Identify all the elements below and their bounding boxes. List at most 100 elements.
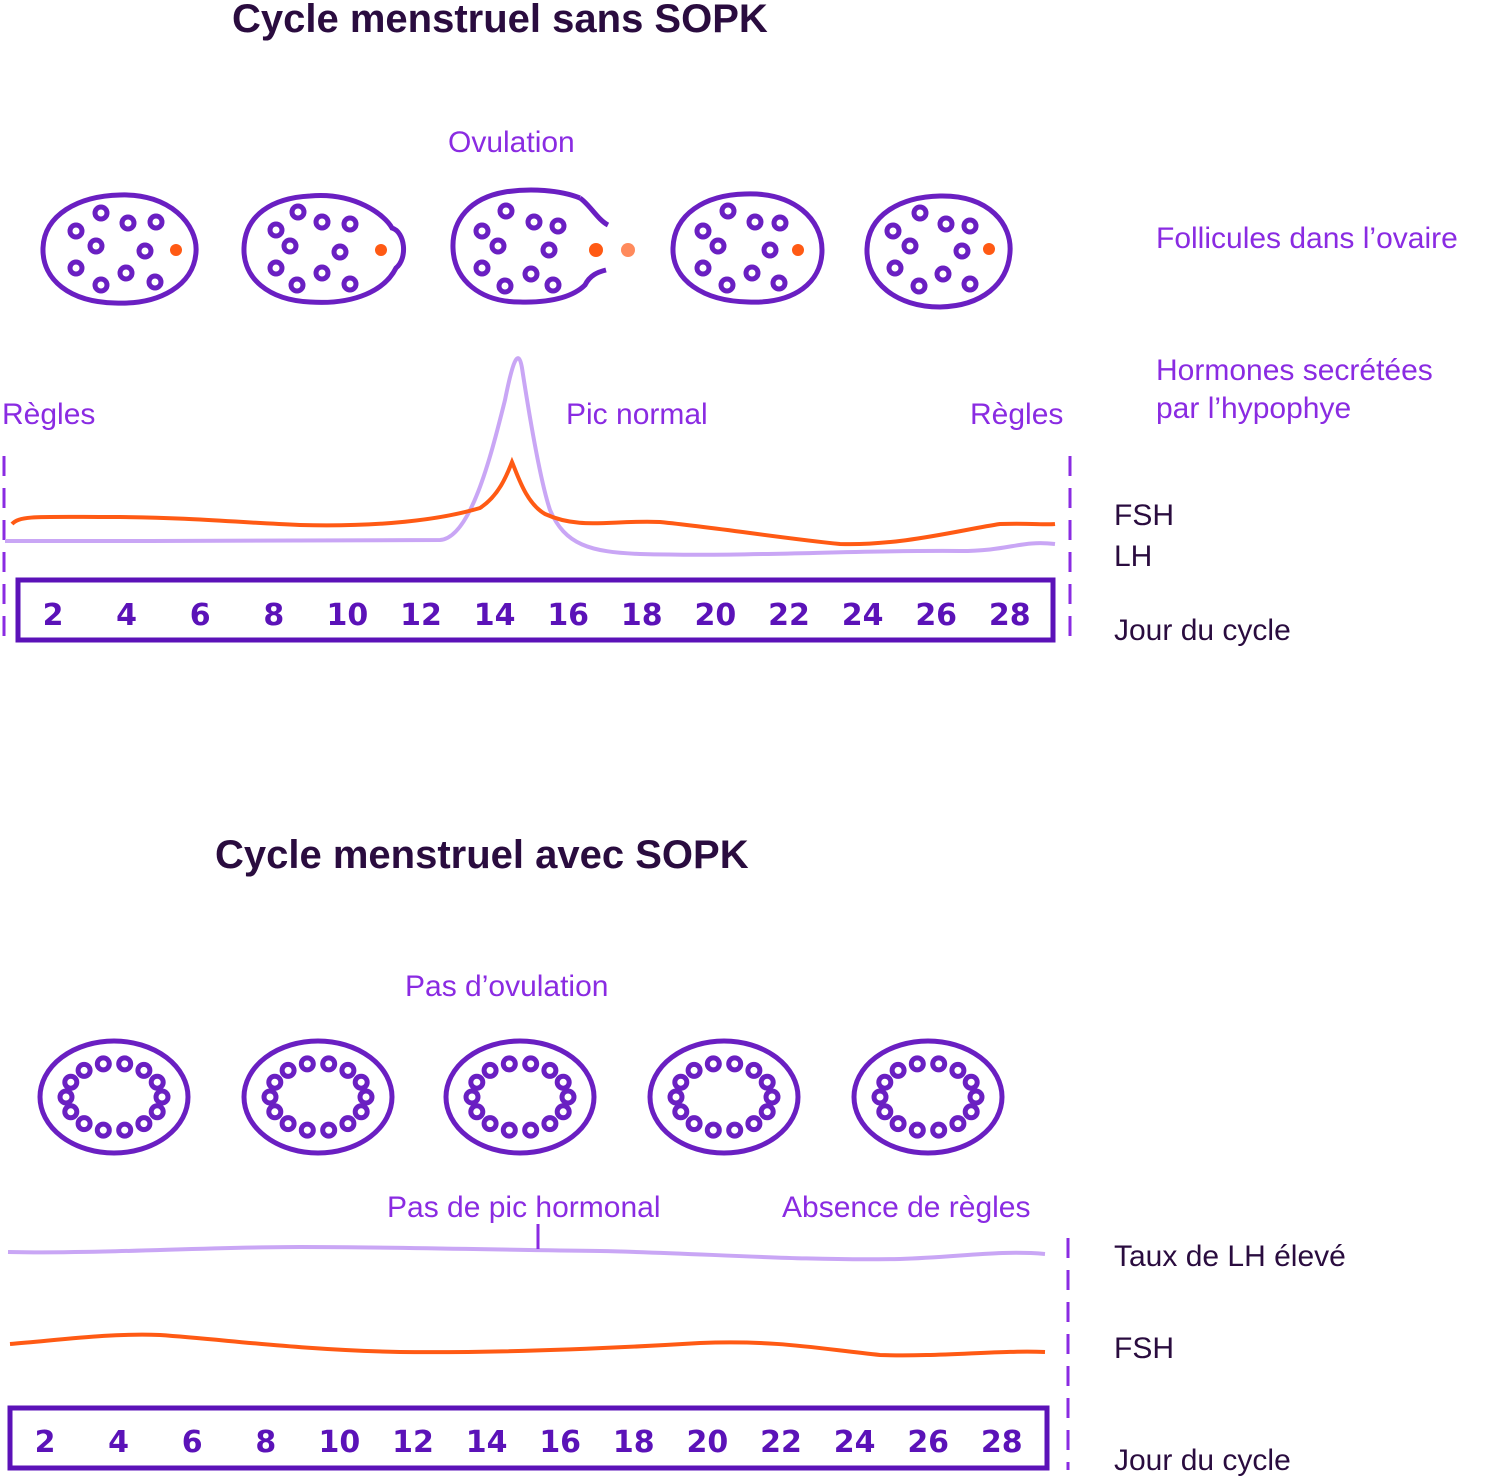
pcos-follicle: [726, 1121, 744, 1139]
pcos-follicle: [559, 1088, 577, 1106]
lh-high-label: Taux de LH élevé: [1114, 1240, 1346, 1273]
hormones-label-line1: Hormones secrétées: [1156, 354, 1433, 387]
pcos-follicle: [949, 1115, 967, 1133]
ovary-1: [40, 192, 199, 306]
top-day-24: 24: [842, 598, 884, 633]
pcos-follicle: [541, 1115, 559, 1133]
bottom-ovaries: [37, 1038, 1005, 1156]
pcos-follicle: [962, 1103, 980, 1121]
absence-regles-label: Absence de règles: [782, 1191, 1031, 1224]
pcos-ovary-2: [241, 1038, 395, 1156]
hormones-label-line2: par l’hypophye: [1156, 392, 1351, 425]
pcos-follicle: [962, 1073, 980, 1091]
bottom-day-labels: 2 4 6 8 10 12 14 16 18 20 22 24 26 28: [35, 1425, 1023, 1460]
pcos-follicle: [148, 1073, 166, 1091]
bottom-day-6: 6: [182, 1425, 203, 1460]
bottom-title: Cycle menstruel avec SOPK: [215, 833, 749, 877]
pcos-follicle: [522, 1055, 540, 1073]
bottom-day-14: 14: [466, 1425, 508, 1460]
lh-label: LH: [1114, 540, 1152, 573]
ovary-2: [241, 193, 406, 305]
top-day-2: 2: [43, 598, 64, 633]
regles-left-label: Règles: [2, 398, 95, 431]
pcos-follicle: [763, 1088, 781, 1106]
pcos-follicle: [116, 1121, 134, 1139]
pcos-follicle: [685, 1115, 703, 1133]
bottom-jour-label: Jour du cycle: [1114, 1444, 1291, 1477]
ovulation-label: Ovulation: [448, 126, 575, 159]
pcos-follicle: [726, 1055, 744, 1073]
pic-normal-label: Pic normal: [566, 398, 708, 431]
top-day-20: 20: [695, 598, 737, 633]
pcos-follicle: [57, 1088, 75, 1106]
top-day-22: 22: [768, 598, 810, 633]
pcos-follicle: [463, 1088, 481, 1106]
bottom-day-16: 16: [539, 1425, 581, 1460]
fsh-curve: [10, 456, 1056, 547]
pcos-follicle: [672, 1103, 690, 1121]
pcos-follicle: [298, 1121, 316, 1139]
pcos-follicle: [153, 1088, 171, 1106]
pcos-follicle: [667, 1088, 685, 1106]
pcos-follicle: [554, 1103, 572, 1121]
top-day-12: 12: [400, 598, 442, 633]
pcos-follicle: [758, 1073, 776, 1091]
pcos-follicle: [62, 1103, 80, 1121]
bottom-day-2: 2: [35, 1425, 56, 1460]
dominant-follicles: [170, 243, 995, 257]
pcos-follicle: [908, 1055, 926, 1073]
top-day-8: 8: [263, 598, 284, 633]
pcos-follicle: [481, 1115, 499, 1133]
top-ovaries: [40, 187, 1013, 310]
pcos-follicle: [298, 1055, 316, 1073]
dominant-follicle-2: [375, 244, 387, 256]
pcos-follicle: [889, 1061, 907, 1079]
pcos-follicle: [75, 1061, 93, 1079]
pcos-ovary-1: [37, 1038, 191, 1156]
top-day-28: 28: [989, 598, 1031, 633]
pcos-follicle: [468, 1073, 486, 1091]
pcos-follicle: [908, 1121, 926, 1139]
pcos-ovary-4: [647, 1038, 801, 1156]
bottom-day-4: 4: [108, 1425, 129, 1460]
pcos-follicle: [500, 1055, 518, 1073]
top-day-16: 16: [547, 598, 589, 633]
pcos-follicle: [266, 1073, 284, 1091]
pcos-ovary-3: [443, 1038, 597, 1156]
top-day-6: 6: [190, 598, 211, 633]
pcos-follicle: [468, 1103, 486, 1121]
pcos-follicle: [266, 1103, 284, 1121]
bottom-day-28: 28: [981, 1425, 1023, 1460]
dominant-follicle-5: [983, 243, 995, 255]
bottom-day-10: 10: [319, 1425, 361, 1460]
jour-label: Jour du cycle: [1114, 614, 1291, 647]
pcos-follicle: [135, 1061, 153, 1079]
pcos-follicle: [352, 1073, 370, 1091]
top-day-box: [15, 577, 1056, 643]
no-ovulation-label: Pas d’ovulation: [405, 970, 608, 1003]
bottom-day-26: 26: [907, 1425, 949, 1460]
pcos-follicle: [261, 1088, 279, 1106]
ovulated-egg-2: [621, 243, 635, 257]
pcos-follicle: [704, 1121, 722, 1139]
pcos-follicle: [320, 1121, 338, 1139]
pcos-follicle: [930, 1121, 948, 1139]
pcos-follicle: [745, 1115, 763, 1133]
pcos-follicle: [871, 1088, 889, 1106]
pcos-follicle: [279, 1115, 297, 1133]
bottom-day-18: 18: [613, 1425, 655, 1460]
fsh-label: FSH: [1114, 499, 1174, 532]
no-pic-label: Pas de pic hormonal: [387, 1191, 661, 1224]
pcos-follicle: [339, 1115, 357, 1133]
pcos-follicle: [745, 1061, 763, 1079]
ovary-4: [670, 191, 825, 305]
top-day-14: 14: [474, 598, 516, 633]
pcos-follicle: [704, 1055, 722, 1073]
bottom-day-12: 12: [392, 1425, 434, 1460]
bottom-day-20: 20: [687, 1425, 729, 1460]
pcos-follicle: [279, 1061, 297, 1079]
bottom-fsh-curve: [9, 1332, 1046, 1358]
pcos-follicle: [116, 1055, 134, 1073]
